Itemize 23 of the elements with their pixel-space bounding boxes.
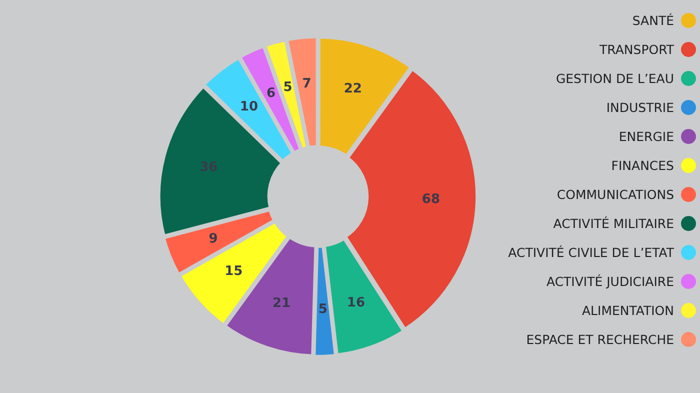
data-label: 16 xyxy=(346,295,366,310)
data-label: 10 xyxy=(240,99,258,114)
data-label: 5 xyxy=(318,302,328,317)
data-label: 15 xyxy=(224,264,243,280)
data-label: 22 xyxy=(344,81,362,96)
legend-label: SANTÉ xyxy=(632,13,674,28)
legend-label: COMMUNICATIONS xyxy=(556,187,674,202)
legend-label: GESTION DE L’EAU xyxy=(556,71,674,86)
data-label: 68 xyxy=(422,192,440,208)
data-label: 21 xyxy=(272,296,291,311)
legend-label: ACTIVITÉ CIVILE DE L’ETAT xyxy=(508,245,674,260)
data-label: 9 xyxy=(208,231,218,246)
legend-label: ACTIVITÉ JUDICIAIRE xyxy=(546,274,674,289)
legend-label: INDUSTRIE xyxy=(606,100,674,115)
legend-label: ENERGIE xyxy=(618,129,674,144)
legend-label: ACTIVITÉ MILITAIRE xyxy=(553,216,674,231)
data-label: 5 xyxy=(283,80,292,95)
data-label: 7 xyxy=(302,76,312,92)
legend-label: TRANSPORT xyxy=(600,42,674,57)
legend-label: FINANCES xyxy=(611,158,674,173)
legend-label: ESPACE ET RECHERCHE xyxy=(526,332,674,347)
legend-label: ALIMENTATION xyxy=(582,303,674,318)
data-label: 6 xyxy=(266,86,276,102)
